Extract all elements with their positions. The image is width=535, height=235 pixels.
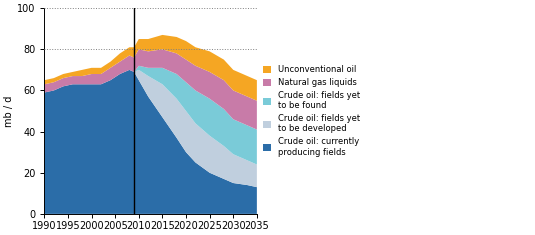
- Legend: Unconventional oil, Natural gas liquids, Crude oil: fields yet
to be found, Crud: Unconventional oil, Natural gas liquids,…: [263, 65, 360, 157]
- Y-axis label: mb / d: mb / d: [4, 95, 14, 127]
